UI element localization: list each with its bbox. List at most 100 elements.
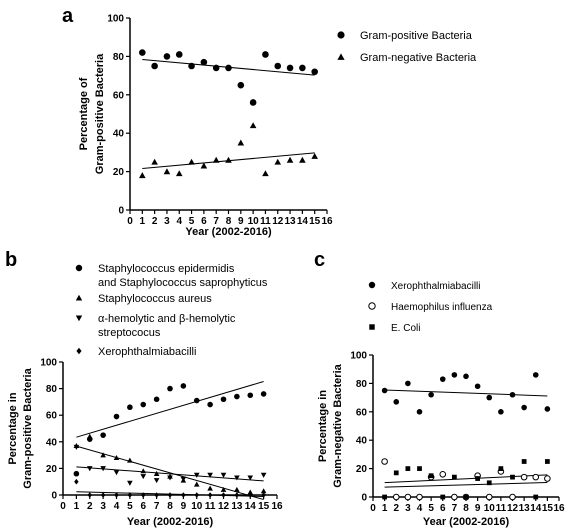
legend: Gram-positive Bacteria Gram-negative Bact… [337, 30, 477, 64]
trendline [76, 381, 264, 438]
y-tick-label: 20 [356, 464, 368, 475]
x-tick-label: 13 [285, 216, 297, 227]
data-point [393, 399, 400, 405]
legend: Xerophthalmiabacilli Haemophilus influenz… [368, 281, 493, 334]
data-point [451, 493, 458, 501]
x-tick-label: 5 [428, 503, 434, 514]
x-tick-label: 12 [507, 503, 519, 514]
data-point [167, 492, 173, 498]
data-point [520, 473, 528, 481]
data-point [154, 492, 159, 498]
data-point [220, 472, 227, 478]
legend-marker [76, 347, 82, 355]
x-tick-label: 4 [114, 501, 120, 512]
legend-label: Gram-negative Bacteria [360, 52, 477, 64]
y-tick-label: 0 [361, 493, 367, 504]
data-point [451, 372, 458, 378]
legend-label: Haemophilus influenza [391, 302, 493, 313]
data-point [100, 452, 106, 458]
x-tick-label: 3 [405, 503, 411, 514]
data-point [225, 64, 232, 72]
data-point [509, 391, 516, 398]
data-point [114, 492, 119, 498]
y-axis-label: Gram-positive Bacteria [22, 367, 34, 488]
trendline [384, 481, 548, 488]
x-tick-label: 1 [74, 501, 80, 512]
data-point [544, 475, 551, 482]
data-point [180, 476, 187, 482]
data-point [86, 466, 93, 472]
data-point [140, 474, 147, 480]
y-axis-label: Percentage in [7, 392, 19, 464]
data-point [194, 492, 199, 498]
data-point [521, 404, 527, 411]
data-point [260, 488, 267, 494]
data-point [175, 51, 183, 58]
data-point [311, 152, 318, 159]
data-point [286, 156, 294, 163]
y-tick-label: 60 [113, 90, 125, 101]
x-tick-label: 11 [205, 501, 216, 512]
x-tick-label: 5 [189, 216, 195, 227]
x-tick-label: 6 [201, 216, 207, 227]
data-point [74, 478, 79, 485]
data-point [274, 62, 282, 70]
legend-marker [75, 264, 83, 272]
y-tick-label: 60 [356, 407, 368, 418]
x-tick-label: 0 [370, 503, 376, 514]
data-point [193, 397, 200, 404]
data-point [237, 139, 245, 146]
x-tick-label: 8 [167, 501, 173, 512]
data-point [207, 485, 213, 491]
data-point [100, 432, 106, 438]
data-point [139, 172, 146, 179]
data-point [498, 409, 504, 415]
data-point [175, 170, 183, 177]
data-point [451, 474, 457, 480]
legend-label: E. Coli [391, 323, 420, 334]
data-point [212, 156, 220, 163]
data-point [382, 494, 388, 500]
x-tick-label: 16 [553, 503, 565, 514]
legend-marker [368, 281, 376, 289]
data-point [475, 476, 481, 481]
x-tick-label: 5 [127, 501, 133, 512]
y-tick-label: 100 [350, 351, 367, 362]
y-axis-label: Percentage of [78, 77, 90, 150]
x-tick-label: 15 [542, 503, 554, 514]
y-tick-label: 40 [356, 436, 368, 447]
x-tick-label: 1 [140, 216, 146, 227]
x-tick-label: 13 [519, 503, 531, 514]
data-point [474, 383, 481, 390]
y-tick-label: 40 [113, 129, 125, 140]
data-point [247, 392, 254, 399]
legend-marker [369, 324, 375, 330]
y-tick-label: 80 [356, 379, 368, 390]
legend-marker [75, 315, 83, 322]
data-point [193, 481, 200, 487]
y-tick-label: 80 [113, 52, 125, 63]
data-point [463, 373, 469, 380]
x-tick-label: 8 [226, 216, 232, 227]
data-point [486, 394, 493, 401]
data-point [151, 158, 158, 165]
x-tick-label: 2 [152, 216, 158, 227]
panel-letter: b [5, 249, 17, 271]
x-tick-label: 7 [213, 216, 219, 227]
panel-letter: c [314, 249, 325, 271]
x-tick-label: 9 [181, 501, 187, 512]
x-tick-label: 0 [60, 501, 66, 512]
data-point [163, 53, 171, 60]
data-point [299, 156, 306, 163]
data-point [200, 162, 208, 169]
data-point [140, 401, 147, 408]
data-point [153, 478, 160, 484]
x-tick-label: 10 [484, 503, 496, 514]
x-tick-label: 14 [530, 503, 542, 514]
data-point [249, 99, 257, 106]
x-tick-label: 15 [258, 501, 270, 512]
data-point [234, 475, 240, 481]
y-tick-label: 0 [51, 491, 57, 502]
